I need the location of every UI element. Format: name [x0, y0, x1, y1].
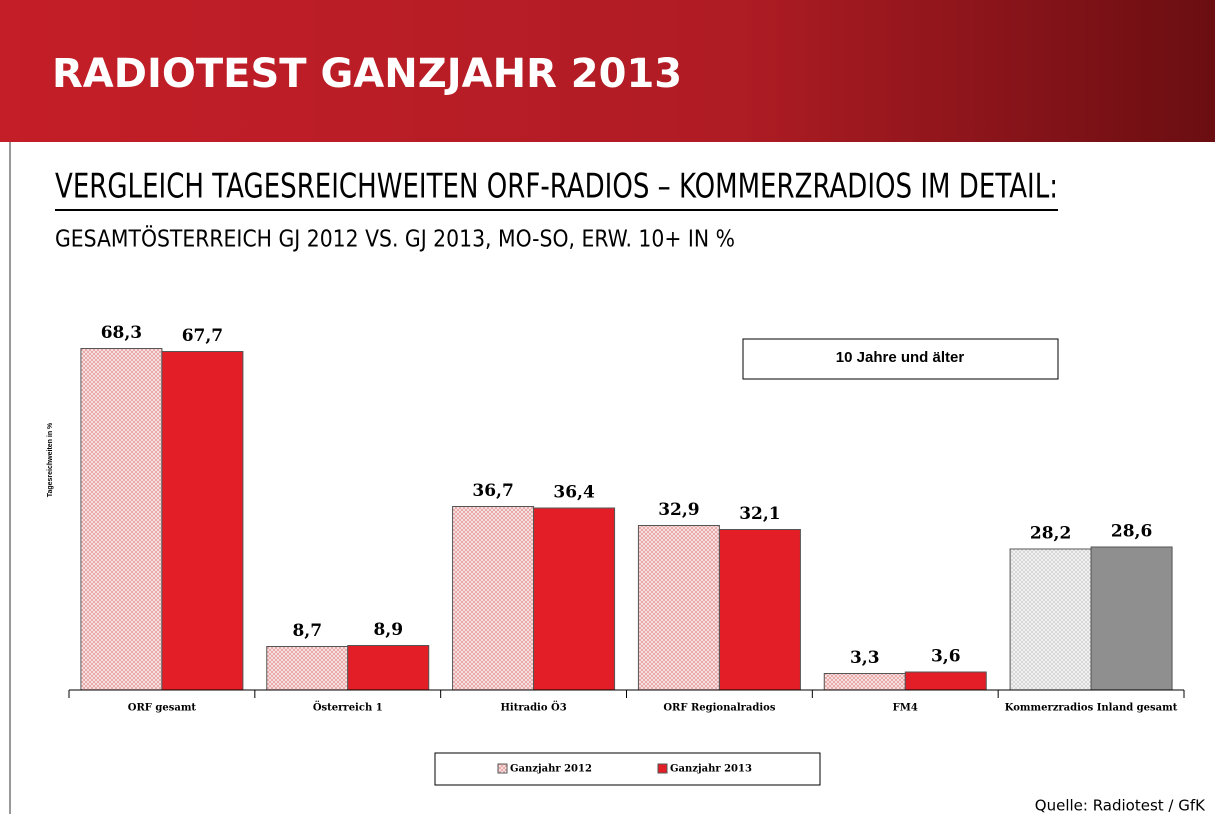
legend-label: Ganzjahr 2013	[670, 764, 752, 775]
annotation-box	[742, 338, 1059, 380]
x-tick-label: Kommerzradios Inland gesamt	[1005, 703, 1178, 714]
data-label: 28,2	[1030, 524, 1071, 544]
bar	[347, 645, 430, 691]
x-tick-label: ORF gesamt	[128, 703, 197, 714]
source: Quelle: Radiotest / GfK	[1035, 797, 1206, 814]
x-tick-label: Österreich 1	[313, 701, 383, 714]
bar	[637, 525, 720, 691]
bar	[1090, 546, 1173, 691]
header-title: RADIOTEST GANZJAHR 2013	[52, 51, 682, 97]
data-label: 32,1	[739, 504, 780, 524]
bar	[161, 351, 244, 691]
data-label: 67,7	[182, 326, 223, 346]
data-label: 28,6	[1111, 522, 1152, 542]
annotation: 10 Jahre und älter	[836, 349, 965, 366]
bar	[533, 507, 616, 691]
legend-swatch	[657, 763, 668, 774]
bar	[266, 646, 349, 691]
data-label: 8,7	[292, 621, 322, 641]
x-tick-label: ORF Regionalradios	[663, 703, 775, 714]
bar	[452, 506, 535, 691]
bar	[904, 671, 987, 691]
bar	[718, 529, 801, 691]
data-label: 68,3	[101, 323, 142, 343]
data-label: 3,6	[931, 647, 961, 667]
chart-title: VERGLEICH TAGESREICHWEITEN ORF-RADIOS – …	[55, 167, 1058, 207]
chart-subtitle: GESAMTÖSTERREICH GJ 2012 VS. GJ 2013, MO…	[55, 225, 735, 253]
legend-swatch	[497, 763, 508, 774]
bar	[80, 348, 163, 691]
legend-box	[434, 752, 821, 786]
data-label: 8,9	[373, 620, 403, 640]
data-label: 36,4	[553, 483, 595, 503]
y-axis-label: Tagesreichweiten in %	[47, 422, 54, 497]
x-tick-label: Hitradio Ö3	[500, 701, 566, 714]
bar	[1009, 548, 1092, 691]
data-label: 36,7	[472, 481, 513, 501]
data-label: 32,9	[658, 500, 699, 520]
header-band	[0, 0, 1215, 142]
data-label: 3,3	[850, 648, 880, 668]
legend-label: Ganzjahr 2012	[510, 764, 592, 775]
x-tick-label: FM4	[893, 703, 918, 714]
bar	[823, 673, 906, 691]
